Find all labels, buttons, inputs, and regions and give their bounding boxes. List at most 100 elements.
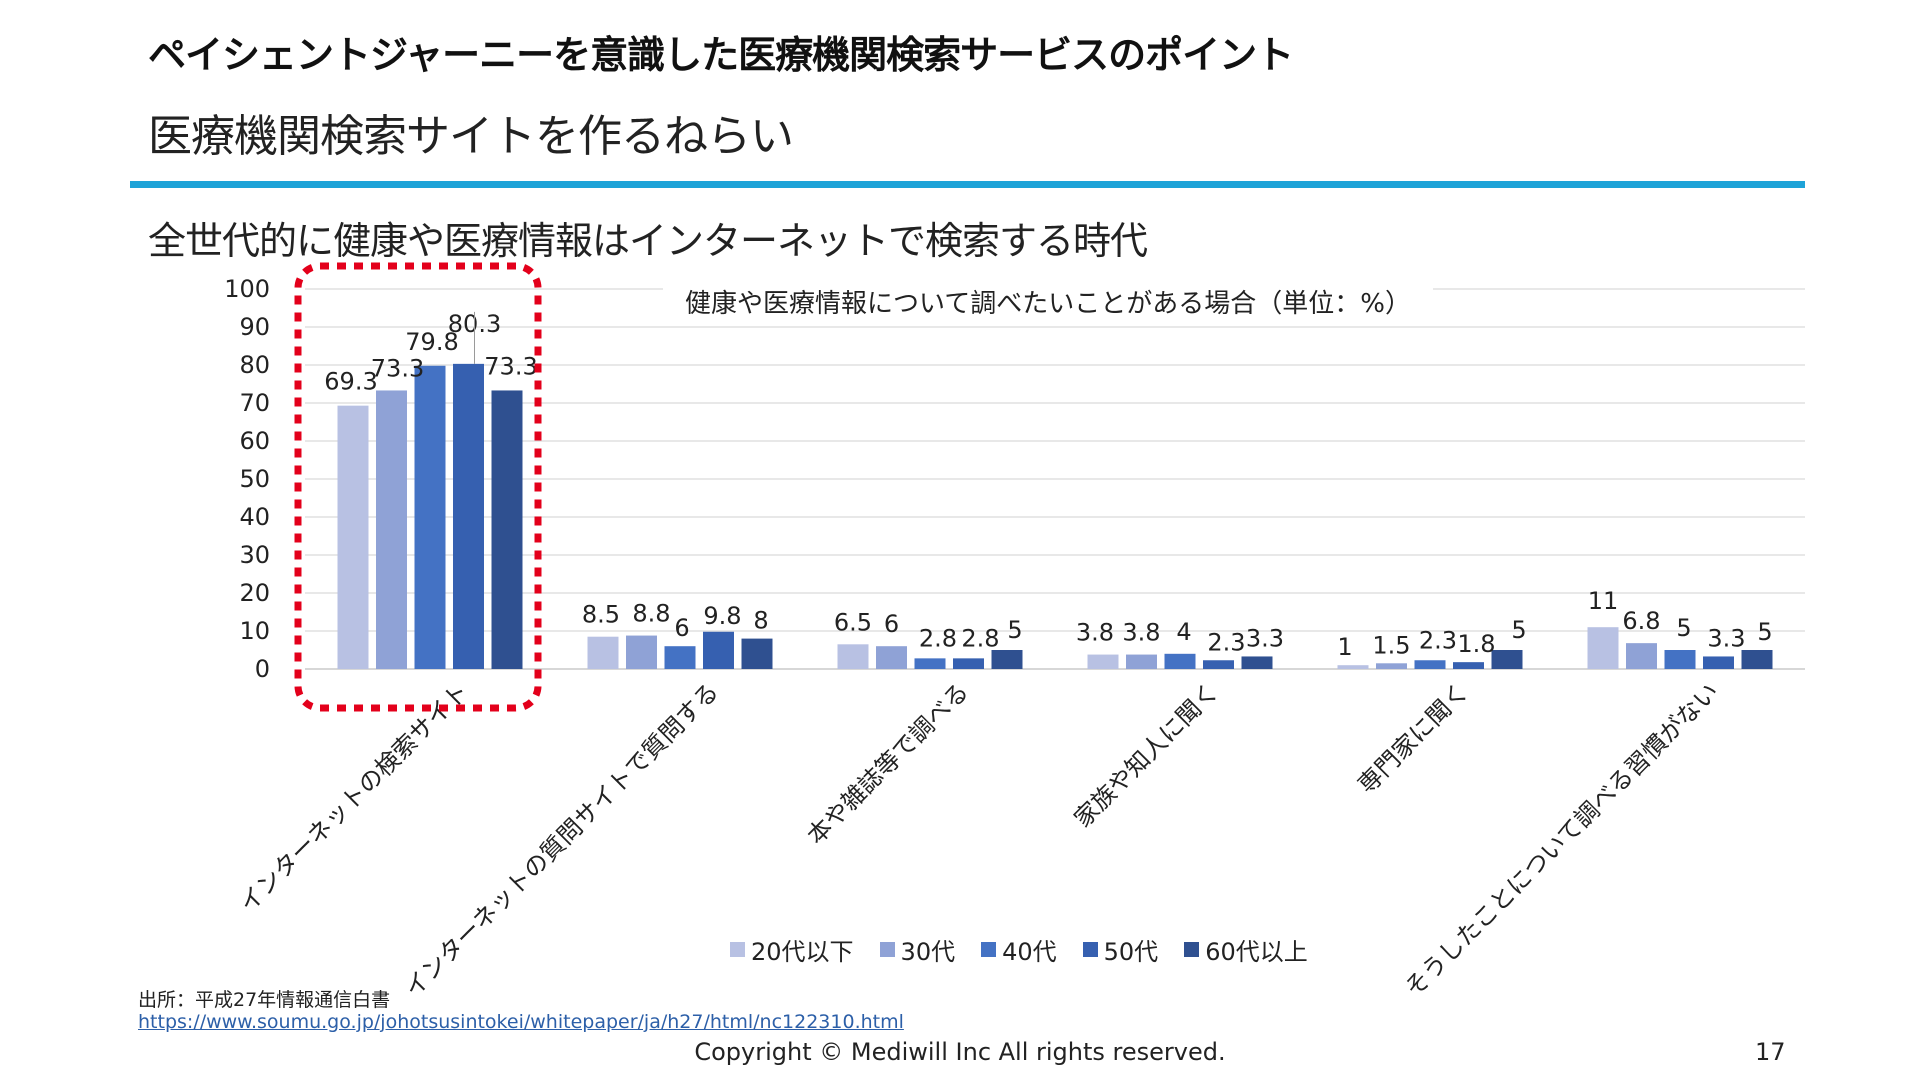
- bar: [1703, 656, 1734, 669]
- bar: [414, 365, 446, 669]
- x-category-label: 専門家に聞く: [1353, 677, 1475, 799]
- legend-swatch: [879, 942, 895, 957]
- y-tick-label: 40: [239, 503, 270, 531]
- bar: [587, 636, 619, 669]
- data-label: 4: [1176, 618, 1191, 646]
- data-label: 2.3: [1207, 628, 1245, 656]
- y-tick-label: 20: [239, 579, 270, 607]
- legend-label: 20代以下: [751, 938, 854, 966]
- page-number: 17: [1755, 1038, 1786, 1066]
- data-label: 3.8: [1076, 619, 1114, 647]
- bar: [664, 646, 696, 669]
- bar: [1203, 660, 1234, 669]
- data-label: 5: [1757, 618, 1772, 646]
- data-label: 5: [1676, 614, 1691, 642]
- bar: [1376, 663, 1407, 669]
- legend-item: 20代以下: [730, 932, 854, 967]
- legend-item: 50代: [1082, 932, 1159, 967]
- legend-label: 60代以上: [1205, 938, 1308, 966]
- bar: [1337, 665, 1369, 669]
- data-label: 2.8: [919, 624, 957, 652]
- data-label: 8: [753, 607, 768, 635]
- legend-swatch: [730, 942, 745, 957]
- y-tick-label: 70: [239, 389, 270, 417]
- data-label: 3.8: [1122, 619, 1160, 647]
- data-label: 11: [1588, 587, 1619, 615]
- data-label: 3.3: [1246, 624, 1284, 652]
- chart-gridlines: [305, 288, 1805, 670]
- data-label: 73.3: [371, 354, 424, 382]
- source-label: 出所：平成27年情報通信白書: [138, 989, 391, 1011]
- x-category-label: インターネットの検索サイト: [234, 677, 474, 917]
- chart-bars: [337, 363, 1773, 669]
- x-category-label: インターネットの質問サイトで質問する: [399, 677, 724, 1000]
- y-tick-label: 80: [239, 351, 270, 379]
- data-label: 8.5: [582, 601, 620, 629]
- bar: [1164, 653, 1196, 669]
- chart-title: 健康や医療情報について調べたいことがある場合（単位：%）: [663, 284, 1433, 324]
- legend-swatch: [981, 942, 997, 957]
- highlight-dashed-box: [294, 262, 542, 712]
- highlight-box: [294, 262, 542, 712]
- bar: [991, 650, 1023, 669]
- legend-label: 30代: [900, 938, 956, 966]
- data-label: 6: [884, 610, 899, 638]
- bar: [491, 390, 523, 669]
- x-category-label: 本や雑誌等で調べる: [802, 677, 975, 850]
- data-label: 6.5: [834, 608, 872, 636]
- header-title: ペイシェントジャーニーを意識した医療機関検索サービスのポイント: [148, 33, 1294, 77]
- y-tick-label: 100: [224, 275, 270, 303]
- y-axis-ticks: 0 10 20 30 40 50 60 70 80 90 100: [224, 275, 270, 683]
- bar: [914, 658, 946, 669]
- data-label: 6.8: [1622, 607, 1660, 635]
- y-tick-label: 30: [239, 541, 270, 569]
- bar: [876, 646, 907, 669]
- bar: [1414, 660, 1446, 669]
- y-tick-label: 50: [239, 465, 270, 493]
- bar: [741, 638, 773, 669]
- y-tick-label: 10: [239, 617, 270, 645]
- chart-legend: 20代以下 30代 40代 50代 60代以上: [730, 932, 1308, 967]
- bar: [1126, 654, 1157, 669]
- legend-swatch: [1184, 942, 1200, 957]
- bar: [1741, 650, 1773, 669]
- legend-label: 50代: [1103, 938, 1159, 966]
- y-tick-label: 90: [239, 313, 270, 341]
- data-label: 6: [674, 614, 689, 642]
- source-link[interactable]: https://www.soumu.go.jp/johotsusintokei/…: [138, 1011, 904, 1033]
- data-label: 8.8: [632, 600, 670, 628]
- copyright-text: Copyright © Mediwill Inc All rights rese…: [694, 1038, 1226, 1066]
- data-label: 1.5: [1372, 631, 1410, 659]
- data-label: 2.8: [961, 624, 999, 652]
- page-subtitle: 医療機関検索サイトを作るねらい: [148, 111, 794, 162]
- legend-item: 60代以上: [1184, 932, 1308, 967]
- bar: [837, 644, 869, 669]
- data-label: 2.3: [1419, 626, 1457, 654]
- section-heading: 全世代的に健康や医療情報はインターネットで検索する時代: [148, 219, 1148, 263]
- bar: [953, 658, 984, 669]
- header-divider: [130, 181, 1805, 188]
- legend-label: 40代: [1002, 938, 1057, 966]
- bar: [1453, 662, 1484, 669]
- data-label: 1: [1337, 633, 1352, 661]
- x-category-label: 家族や知人に聞く: [1069, 677, 1225, 833]
- bar: [376, 390, 407, 669]
- bar: [1241, 656, 1273, 669]
- x-category-label: そうしたことについて調べる習慣がない: [1399, 677, 1724, 1000]
- legend-swatch: [1082, 942, 1098, 957]
- data-labels: 69.373.379.880.373.38.5 8.86 9.8 8 6.5 62.8 2.…: [324, 310, 1772, 661]
- data-label: 1.8: [1457, 630, 1495, 658]
- bar: [1587, 627, 1619, 669]
- bar: [626, 635, 657, 669]
- bar: [703, 631, 734, 669]
- y-tick-label: 60: [239, 427, 270, 455]
- bar: [337, 405, 369, 669]
- bar: [1664, 650, 1696, 669]
- bar: [1626, 643, 1657, 669]
- data-label: 5: [1007, 616, 1022, 644]
- data-label: 73.3: [484, 352, 537, 380]
- y-tick-label: 0: [255, 655, 270, 683]
- legend-item: 30代: [879, 932, 956, 967]
- bar: [1491, 650, 1523, 669]
